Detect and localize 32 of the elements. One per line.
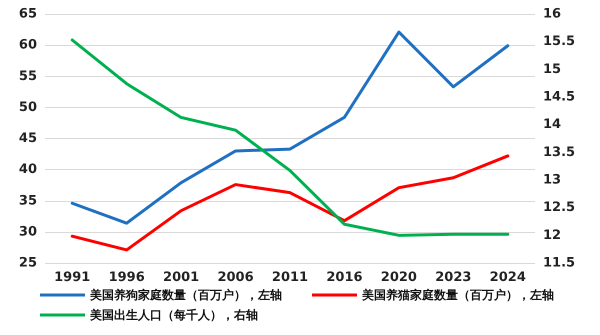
x-tick-label: 2016	[326, 270, 363, 285]
y-tick-label: 30	[18, 224, 37, 240]
legend-label: 美国出生人口（每千人），右轴	[89, 308, 258, 322]
x-tick-label: 1996	[108, 270, 145, 285]
y2-tick-label: 14	[543, 117, 562, 132]
legend-label: 美国养狗家庭数量（百万户），左轴	[89, 288, 282, 302]
y2-tick-label: 16	[543, 6, 562, 22]
y2-tick-label: 12	[543, 228, 562, 243]
line-series	[70, 154, 510, 252]
y2-tick-label: 11.5	[543, 256, 576, 270]
y2-tick-label: 15.5	[543, 34, 576, 50]
y-tick-label: 65	[18, 6, 37, 22]
legend-label: 美国养猫家庭数量（百万户），左轴	[361, 288, 554, 302]
x-tick-label: 2020	[380, 270, 417, 285]
y2-tick-label: 13.5	[543, 144, 576, 160]
x-tick-label: 1991	[54, 270, 90, 285]
x-tick-label: 2001	[163, 270, 200, 285]
x-tick-label: 2024	[490, 270, 526, 285]
y-tick-label: 60	[18, 38, 37, 53]
y-tick-label: 45	[18, 131, 37, 146]
y2-tick-label: 15	[543, 62, 562, 77]
y-tick-label: 35	[18, 193, 37, 208]
y-tick-label: 50	[18, 100, 37, 115]
x-tick-label: 2011	[272, 270, 308, 285]
x-tick-label: 2023	[435, 270, 472, 285]
y2-tick-label: 14.5	[543, 90, 576, 104]
y-tick-label: 55	[18, 68, 37, 84]
y-tick-label: 40	[18, 162, 37, 178]
x-tick-label: 2006	[217, 270, 254, 285]
y-tick-label: 25	[18, 256, 37, 270]
y2-tick-label: 12.5	[543, 200, 576, 216]
y2-tick-label: 13	[543, 172, 562, 188]
